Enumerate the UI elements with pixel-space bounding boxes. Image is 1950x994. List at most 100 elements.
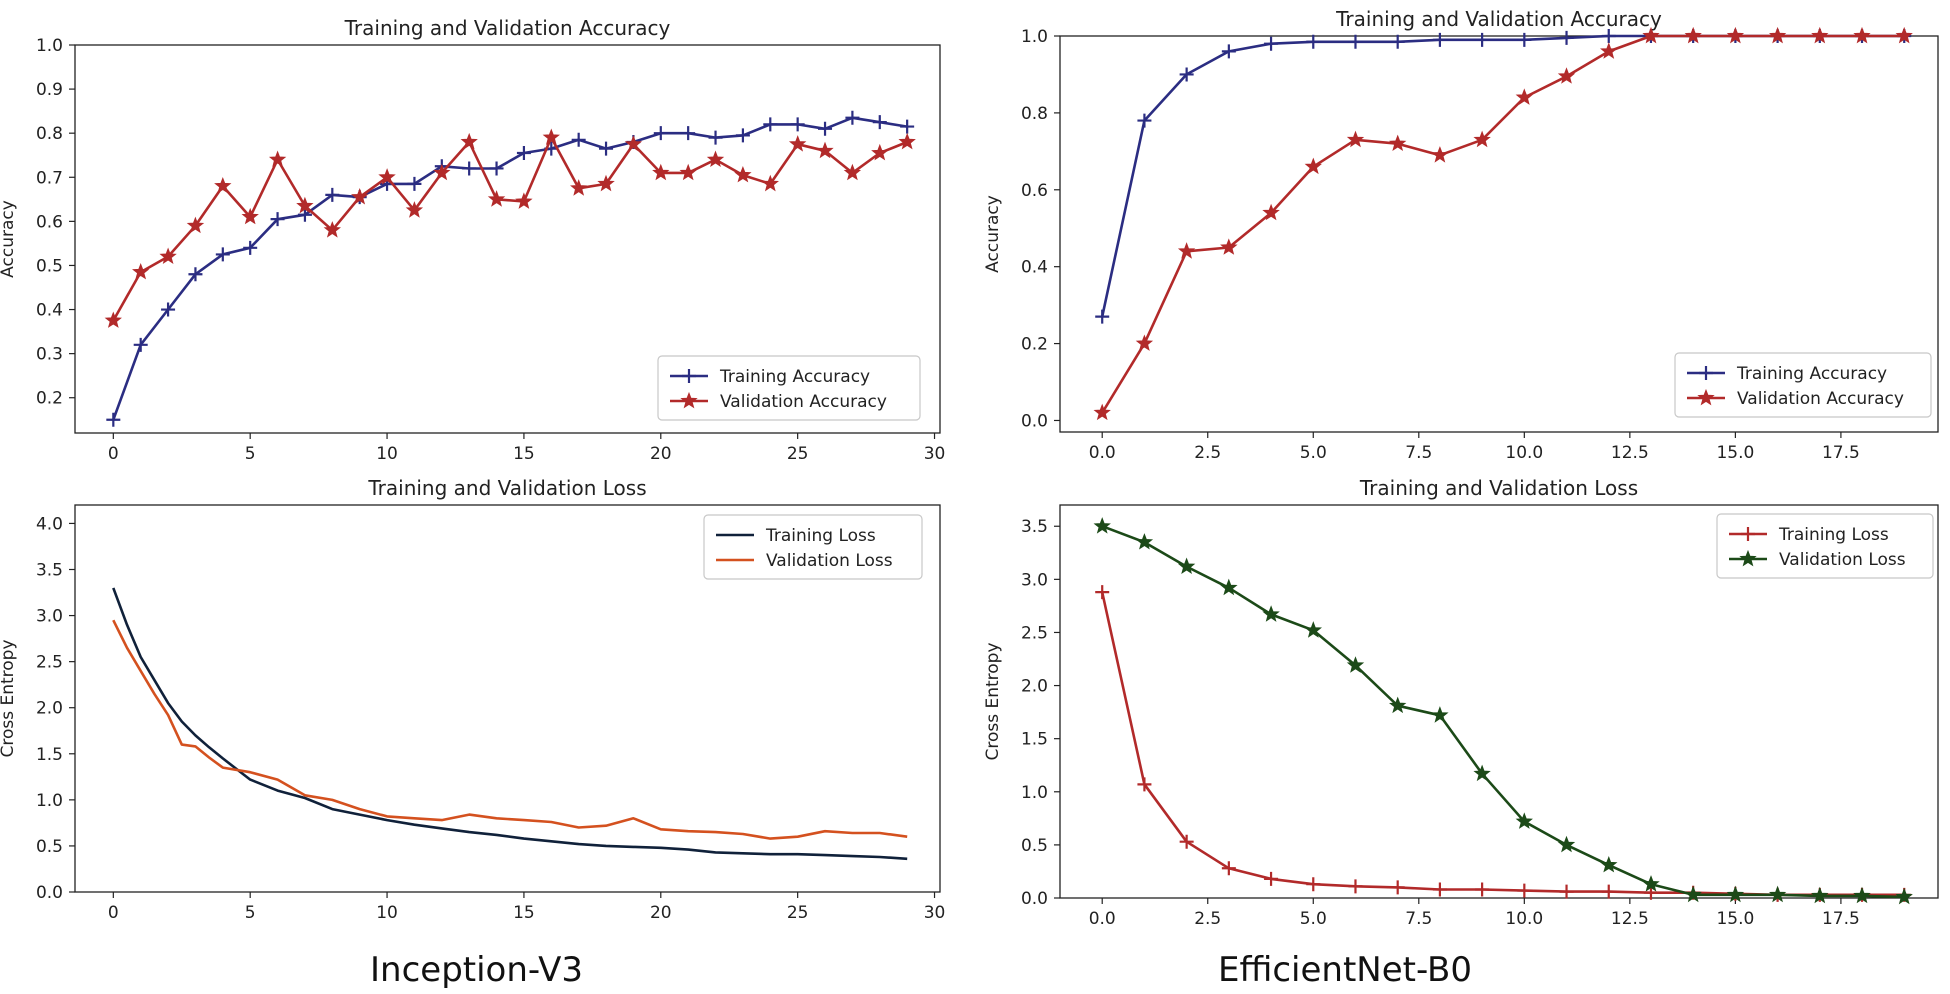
data-point	[1348, 34, 1363, 49]
x-tick-label: 5.0	[1300, 443, 1327, 463]
data-point	[845, 110, 860, 125]
x-tick-label: 10.0	[1505, 909, 1543, 929]
data-point	[542, 128, 560, 146]
data-point	[1177, 557, 1196, 575]
data-point	[900, 119, 915, 134]
data-point	[1768, 885, 1787, 903]
data-point	[898, 132, 916, 150]
x-tick-label: 0	[108, 903, 119, 923]
data-point	[325, 187, 340, 202]
data-point	[1517, 32, 1532, 47]
data-point	[1432, 882, 1447, 897]
legend-label: Validation Loss	[1779, 550, 1906, 570]
data-point	[681, 126, 696, 141]
x-tick-label: 15	[513, 444, 535, 464]
series-validation-accuracy	[104, 128, 916, 328]
x-tick-label: 10	[376, 444, 398, 464]
data-point	[1390, 34, 1405, 49]
x-tick-label: 7.5	[1405, 443, 1432, 463]
x-tick-label: 15	[513, 903, 535, 923]
data-point	[460, 132, 478, 150]
y-tick-label: 0.8	[36, 124, 63, 144]
x-tick-label: 0.0	[1089, 909, 1116, 929]
data-point	[296, 196, 314, 214]
data-point	[597, 174, 615, 192]
chart-title: Training and Validation Loss	[367, 476, 646, 500]
y-tick-label: 1.0	[1021, 783, 1048, 803]
y-tick-label: 3.5	[1021, 517, 1048, 537]
x-tick-label: 20	[650, 903, 672, 923]
y-tick-label: 0.0	[1021, 411, 1048, 431]
series-training-loss	[112, 587, 908, 861]
data-point	[1264, 36, 1279, 51]
chart-1: Training and Validation Accuracy Accuracy…	[0, 16, 945, 464]
data-point	[1600, 42, 1618, 59]
data-point	[1264, 871, 1279, 886]
y-tick-label: 0.5	[36, 256, 63, 276]
y-tick-label: 0.3	[36, 345, 63, 365]
data-point	[1095, 585, 1110, 600]
y-tick-label: 3.0	[36, 607, 63, 627]
data-point	[214, 176, 232, 194]
chart-2: Training and Validation Accuracy Accuracy…	[983, 7, 1939, 463]
data-point	[487, 190, 506, 207]
x-tick-label: 10.0	[1505, 443, 1543, 463]
chart-4: Training and Validation Loss Cross Entrop…	[983, 476, 1939, 929]
x-tick-label: 20	[650, 444, 672, 464]
data-point	[1220, 578, 1238, 596]
data-point	[270, 212, 285, 227]
data-point	[1895, 887, 1913, 905]
legend-label: Validation Accuracy	[720, 392, 887, 412]
data-point	[735, 128, 750, 143]
data-point	[1726, 26, 1745, 44]
data-point	[599, 141, 614, 156]
data-point	[1095, 309, 1110, 324]
x-tick-label: 2.5	[1194, 909, 1221, 929]
y-tick-label: 4.0	[36, 514, 63, 534]
data-point	[1853, 26, 1871, 44]
data-point	[186, 216, 205, 234]
legend: Training Loss Validation Loss	[1716, 513, 1934, 579]
data-point	[818, 121, 833, 136]
data-point	[1262, 203, 1280, 221]
y-axis-label: Cross Entropy	[983, 642, 1003, 760]
data-point	[1177, 242, 1196, 259]
caption-efficientnet-b0: EfficientNet-B0	[1218, 950, 1472, 990]
data-point	[161, 302, 176, 317]
data-point	[1600, 855, 1618, 873]
data-point	[790, 117, 805, 132]
series-line	[1100, 34, 1905, 317]
x-tick-label: 0	[108, 444, 119, 464]
x-tick-label: 25	[787, 903, 809, 923]
legend-marker	[1699, 366, 1713, 380]
x-tick-label: 7.5	[1405, 909, 1432, 929]
series-line	[112, 136, 908, 322]
data-point	[1304, 157, 1322, 175]
data-point	[1135, 334, 1154, 351]
x-tick-label: 17.5	[1822, 443, 1860, 463]
data-point	[1475, 32, 1490, 47]
data-point	[1432, 32, 1447, 47]
data-point	[405, 201, 424, 218]
legend-marker	[682, 369, 696, 383]
data-point	[241, 207, 259, 225]
data-point	[872, 115, 887, 130]
y-tick-label: 1.5	[36, 745, 63, 765]
data-point	[1346, 656, 1365, 673]
series-line	[1100, 591, 1905, 897]
data-point	[1642, 26, 1660, 44]
legend: Training Accuracy Validation Accuracy	[1674, 352, 1932, 418]
y-tick-label: 0.5	[1021, 836, 1048, 856]
x-tick-label: 25	[787, 444, 809, 464]
legend-box	[657, 355, 921, 421]
data-point	[515, 192, 533, 209]
x-tick-label: 30	[924, 444, 946, 464]
x-tick-label: 5.0	[1300, 909, 1327, 929]
data-point	[1306, 877, 1321, 892]
legend-box	[1716, 513, 1934, 579]
y-tick-label: 1.5	[1021, 730, 1048, 750]
data-point	[679, 163, 697, 181]
data-point	[1179, 834, 1194, 849]
data-point	[1221, 44, 1236, 59]
